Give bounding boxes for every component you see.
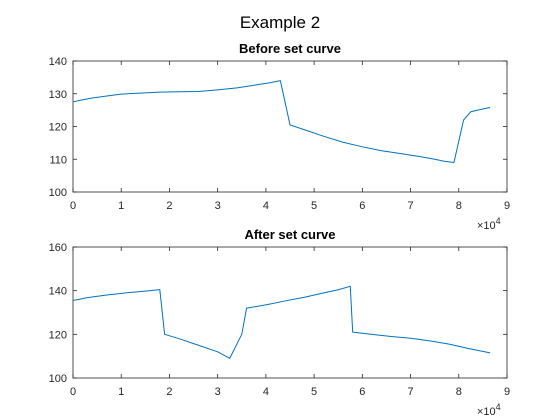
- x-tick-label: 8: [456, 200, 462, 212]
- y-tick-label: 160: [49, 242, 67, 254]
- x-tick-label: 0: [70, 386, 76, 398]
- x-tick-label: 2: [166, 200, 172, 212]
- y-tick-label: 120: [49, 122, 67, 134]
- series-line-1: [72, 285, 491, 359]
- x-exponent: 4: [496, 216, 501, 226]
- y-tick-label: 140: [49, 286, 67, 298]
- x-tick-label: 5: [311, 200, 317, 212]
- x-tick-label: 5: [311, 386, 317, 398]
- x-tick-label: 0: [70, 200, 76, 212]
- x-tick-label: 9: [504, 200, 510, 212]
- subplot-1: Before set curve 0 1 2 3 4 5 6 7 8 9 100 110 120 130 14…: [49, 41, 510, 232]
- y-tick-label: 100: [49, 187, 67, 199]
- y-tick-label: 110: [49, 154, 67, 166]
- y-tick-label: 130: [49, 89, 67, 101]
- axes-box: [72, 246, 508, 379]
- subplot-title: After set curve: [244, 227, 335, 242]
- y-tick-label: 100: [49, 373, 67, 385]
- x-tick-label: 4: [263, 200, 269, 212]
- figure-title: Example 2: [240, 13, 320, 32]
- x-tick-label: 7: [407, 200, 413, 212]
- x-tick-label: 9: [504, 386, 510, 398]
- x-tick-label: 1: [118, 200, 124, 212]
- y-tick-label: 120: [49, 329, 67, 341]
- x-tick-label: 3: [215, 386, 221, 398]
- x-exponent-label: ×104: [477, 216, 501, 232]
- x-tick-label: 8: [456, 386, 462, 398]
- subplot-title: Before set curve: [239, 41, 341, 56]
- x-tick-label: 2: [166, 386, 172, 398]
- x-tick-label: 6: [359, 386, 365, 398]
- subplot-2: After set curve 0 1 2 3 4 5 6 7 8 9 100 120 140 160 ×10…: [49, 227, 510, 418]
- x-exponent: 4: [496, 402, 501, 412]
- x-exponent-label: ×104: [477, 402, 501, 418]
- x-tick-label: 4: [263, 386, 269, 398]
- x-tick-label: 6: [359, 200, 365, 212]
- x-tick-label: 7: [407, 386, 413, 398]
- axes-box: [72, 60, 508, 193]
- x-tick-label: 3: [215, 200, 221, 212]
- y-tick-label: 140: [49, 56, 67, 68]
- x-tick-label: 1: [118, 386, 124, 398]
- series-line-1: [72, 80, 491, 164]
